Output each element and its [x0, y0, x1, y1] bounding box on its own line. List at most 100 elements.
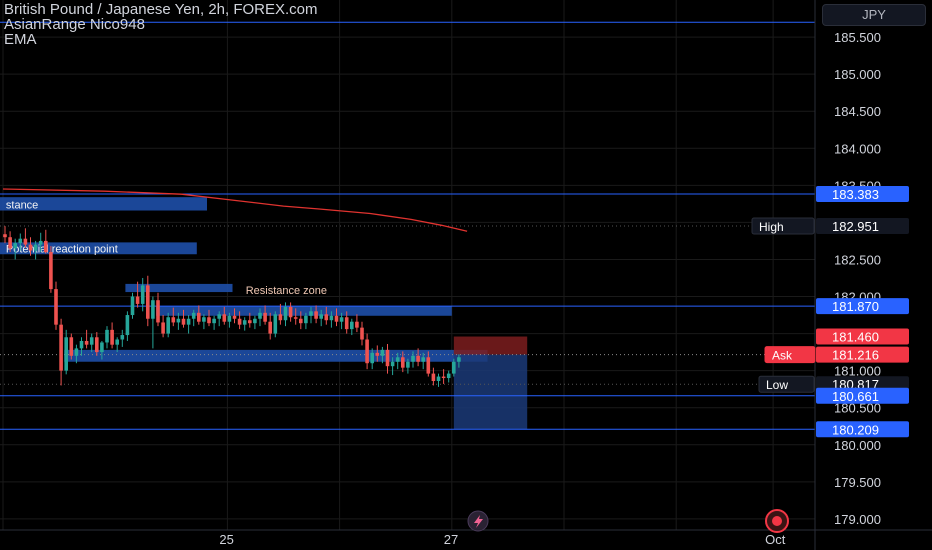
candle-body — [406, 361, 410, 368]
candle-body — [227, 315, 232, 322]
y-tick-label: 185.000 — [834, 67, 881, 82]
candle-body — [375, 352, 380, 356]
candle-body — [350, 321, 354, 330]
candle-body — [59, 324, 63, 371]
candle-body — [100, 342, 104, 353]
candle-body — [360, 327, 364, 340]
candle-body — [69, 337, 74, 356]
price-tag-label: High — [759, 220, 784, 234]
candle-body — [314, 311, 318, 319]
candle-body — [130, 296, 135, 316]
candle-body — [176, 318, 181, 323]
candle-body — [431, 373, 436, 382]
indicator-asianrange-label[interactable]: AsianRange Nico948 — [4, 16, 145, 33]
zone-rect[interactable] — [156, 306, 452, 316]
candle-body — [385, 349, 390, 367]
price-label-bg — [816, 185, 909, 202]
zone-rect[interactable] — [0, 197, 208, 211]
candle-body — [120, 335, 125, 340]
candle-body — [248, 320, 252, 324]
price-label: 183.383 — [832, 187, 879, 202]
candle-body — [186, 318, 191, 325]
candle-body — [161, 322, 165, 334]
x-tick-label: Oct — [765, 532, 786, 547]
candle-body — [146, 285, 150, 319]
candle-body — [319, 314, 323, 319]
candle-body — [13, 243, 17, 249]
candle-body — [380, 349, 385, 356]
candle-body — [299, 318, 303, 324]
y-tick-label: 184.500 — [834, 104, 881, 119]
candle-body — [140, 285, 145, 304]
candle-body — [197, 312, 201, 322]
candle-body — [115, 339, 119, 345]
candle-body — [74, 348, 79, 356]
candle-body — [288, 306, 293, 318]
indicator-ema-label[interactable]: EMA — [4, 31, 37, 48]
candle-body — [253, 318, 257, 324]
candle-body — [212, 318, 216, 324]
candle-body — [339, 317, 344, 322]
price-tag-bg — [758, 375, 815, 393]
candle-body — [207, 317, 211, 324]
candle-body — [304, 315, 308, 324]
candle-body — [3, 234, 7, 238]
currency-button[interactable]: JPY — [822, 4, 926, 26]
candle-body — [84, 340, 89, 345]
zone-label: Potential reaction point — [6, 243, 118, 255]
candle-body — [334, 315, 339, 322]
lightning-glyph — [474, 515, 483, 528]
target-zone[interactable] — [453, 354, 528, 430]
candle-body — [222, 314, 227, 322]
candle-body — [278, 314, 283, 321]
candle-body — [49, 252, 53, 290]
candle-body — [452, 361, 456, 374]
candle-body — [89, 337, 94, 345]
y-tick-label: 184.000 — [834, 141, 881, 156]
y-tick-label: 182.500 — [834, 252, 881, 267]
zone-rect[interactable] — [64, 349, 488, 362]
symbol-title[interactable]: British Pound / Japanese Yen, 2h, FOREX.… — [4, 1, 318, 18]
price-label: 181.216 — [832, 348, 879, 363]
candle-body — [38, 240, 43, 245]
annotation-label: Resistance zone — [246, 285, 327, 297]
y-tick-label: 179.000 — [834, 512, 881, 527]
candle-body — [171, 317, 176, 323]
candle-body — [411, 355, 415, 362]
candle-body — [18, 238, 23, 244]
candle-body — [191, 312, 196, 319]
candle-body — [181, 318, 186, 325]
candle-body — [28, 244, 33, 251]
candle-body — [370, 352, 374, 364]
price-label: 180.661 — [832, 389, 879, 404]
price-label: 180.209 — [832, 422, 879, 437]
ema-line[interactable] — [2, 188, 468, 232]
candle-body — [258, 312, 262, 319]
price-axis[interactable] — [815, 0, 932, 550]
candle-body — [324, 314, 329, 321]
candle-body — [395, 357, 400, 362]
candle-body — [293, 317, 298, 319]
candle-body — [390, 361, 395, 367]
y-tick-label: 180.500 — [834, 401, 881, 416]
record-icon-dot — [772, 516, 782, 526]
zone-rect[interactable] — [125, 283, 233, 293]
candle-body — [329, 315, 334, 321]
candle-body — [457, 357, 461, 362]
candle-body — [54, 289, 58, 325]
stop-zone[interactable] — [453, 336, 528, 355]
candle-body — [355, 321, 359, 328]
candle-body — [8, 237, 12, 249]
zone-rect[interactable] — [0, 242, 197, 255]
y-tick-label: 179.500 — [834, 475, 881, 490]
candle-body — [105, 329, 109, 343]
zone-label: stance — [6, 200, 38, 212]
candle-body — [151, 300, 155, 319]
candle-body — [421, 357, 425, 362]
candle-body — [365, 339, 369, 364]
candle-body — [416, 355, 420, 362]
candle-body — [135, 296, 140, 304]
price-label: 182.951 — [832, 219, 879, 234]
